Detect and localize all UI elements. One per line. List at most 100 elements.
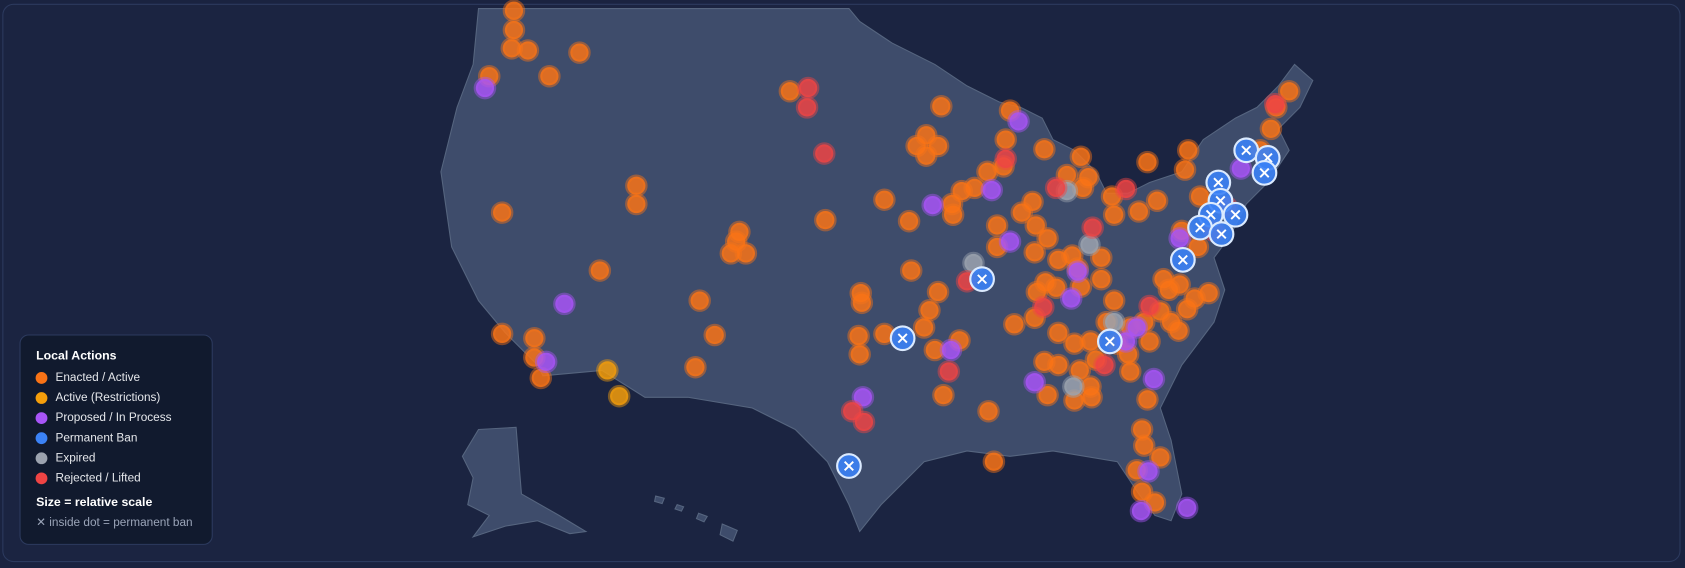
- action-dot: [1102, 310, 1126, 334]
- action-dot: [899, 259, 923, 282]
- action-dot: [1263, 92, 1287, 116]
- action-dot: [553, 292, 576, 316]
- action-dot: [982, 450, 1006, 473]
- action-dot: [1114, 177, 1138, 201]
- action-dot: [796, 76, 820, 100]
- action-dot: [1080, 386, 1103, 409]
- action-dot: [850, 291, 874, 315]
- action-dot: [1152, 267, 1175, 291]
- action-dots: [473, 0, 1301, 523]
- action-dot: [926, 134, 950, 158]
- action-dot: [914, 124, 938, 147]
- action-dot: [568, 41, 591, 64]
- action-dot: [1167, 319, 1190, 342]
- legend-swatch: [35, 392, 48, 404]
- action-dot: [814, 208, 837, 232]
- legend-swatch: [35, 412, 48, 425]
- action-dot: [918, 299, 941, 322]
- action-dot: [1023, 370, 1046, 394]
- action-dot: [1102, 289, 1126, 312]
- action-dot: [1138, 294, 1161, 318]
- action-dot: [941, 203, 965, 227]
- action-dot: [1143, 491, 1167, 514]
- action-dot: [516, 39, 540, 62]
- action-dot: [1136, 388, 1159, 411]
- alaska: [461, 426, 588, 538]
- action-dot: [1023, 241, 1046, 264]
- legend-swatch: [35, 452, 48, 465]
- action-dot: [1137, 460, 1160, 483]
- ban-cross: [977, 274, 988, 285]
- action-dot: [1176, 139, 1200, 162]
- action-dot: [852, 410, 876, 434]
- action-dot: [684, 355, 707, 379]
- action-dot: [1044, 176, 1068, 200]
- action-dot: [1066, 260, 1089, 283]
- action-dot: [1069, 145, 1093, 169]
- action-dot: [607, 384, 631, 408]
- ban-cross: [897, 333, 908, 344]
- action-dot: [1259, 117, 1283, 141]
- ban-cross: [1216, 229, 1227, 240]
- action-dot: [1024, 214, 1048, 237]
- ban-cross: [1241, 145, 1252, 156]
- ban-cross: [1213, 177, 1224, 188]
- action-dot: [939, 338, 963, 362]
- action-dot: [1168, 227, 1191, 250]
- action-dot: [912, 316, 936, 339]
- legend-label: Expired: [55, 450, 95, 464]
- action-dot: [703, 323, 727, 347]
- action-dot: [840, 399, 864, 423]
- ban-note: ✕ inside dot = permanent ban: [36, 515, 192, 529]
- ban-cross: [1104, 336, 1115, 347]
- action-dot: [1173, 158, 1197, 181]
- action-dot: [998, 230, 1022, 253]
- action-dot: [1007, 110, 1030, 133]
- legend-label: Enacted / Active: [55, 370, 140, 384]
- action-dot: [985, 214, 1009, 237]
- action-dot: [588, 259, 612, 282]
- action-dot: [851, 386, 875, 409]
- action-dot: [1149, 446, 1172, 469]
- action-dot: [1132, 434, 1156, 457]
- action-dot: [1136, 150, 1159, 174]
- action-dot: [1175, 496, 1199, 520]
- action-dot: [1021, 190, 1044, 214]
- action-dot: [994, 128, 1017, 151]
- action-dot: [1059, 287, 1083, 310]
- action-dot: [994, 147, 1017, 171]
- ban-cross: [1215, 195, 1226, 206]
- action-dot: [1142, 367, 1166, 391]
- action-dot: [1036, 383, 1059, 407]
- action-dot: [932, 383, 955, 407]
- action-dot: [873, 188, 896, 211]
- action-dot: [523, 326, 546, 350]
- action-dot: [1093, 353, 1116, 377]
- action-dot: [1047, 321, 1070, 345]
- action-dot: [778, 79, 802, 103]
- action-dot: [1062, 375, 1085, 398]
- action-dot: [1127, 200, 1151, 223]
- action-dot: [502, 18, 526, 42]
- action-dot: [1130, 480, 1154, 504]
- action-dot: [1197, 281, 1220, 305]
- legend-swatch: [35, 472, 48, 485]
- action-dot: [625, 174, 648, 198]
- action-dot: [937, 360, 961, 383]
- action-dot: [1032, 295, 1055, 319]
- action-dot: [490, 322, 514, 346]
- action-dot: [848, 343, 871, 366]
- action-dot: [930, 95, 953, 118]
- action-dot: [1033, 137, 1056, 161]
- legend-title: Local Actions: [36, 349, 117, 363]
- ban-cross: [1195, 222, 1206, 233]
- action-dot: [926, 280, 950, 304]
- action-dot: [1079, 330, 1102, 353]
- action-dot: [1277, 79, 1301, 103]
- action-dot: [734, 242, 758, 265]
- ban-cross: [843, 461, 854, 471]
- action-dot: [980, 178, 1004, 202]
- hawaii: [653, 495, 738, 542]
- ban-cross: [1259, 167, 1270, 178]
